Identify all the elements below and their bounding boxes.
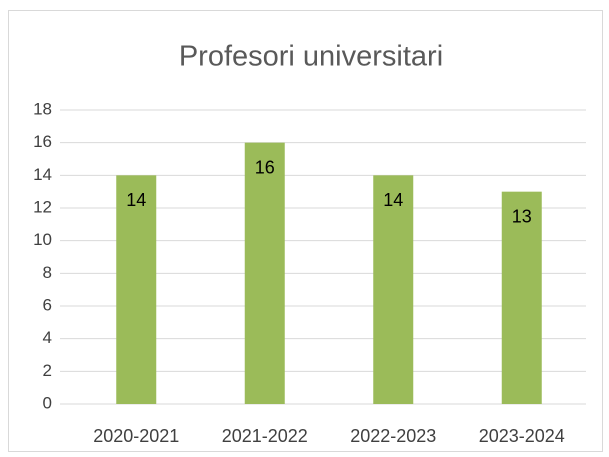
data-label: 14	[383, 190, 403, 210]
y-tick-label: 2	[43, 361, 52, 380]
y-tick-label: 6	[43, 295, 52, 314]
y-tick-label: 10	[33, 230, 52, 249]
bar	[373, 175, 414, 404]
x-tick-label: 2021-2022	[222, 426, 308, 446]
bar	[244, 142, 285, 404]
data-label: 16	[255, 157, 275, 177]
bar	[501, 191, 542, 404]
y-tick-label: 8	[43, 263, 52, 282]
data-label: 14	[126, 190, 146, 210]
x-tick-label: 2023-2024	[479, 426, 565, 446]
chart-title: Profesori universitari	[179, 41, 443, 73]
y-tick-label: 4	[43, 328, 52, 347]
y-tick-label: 0	[43, 393, 52, 412]
y-tick-label: 16	[33, 132, 52, 151]
data-label: 13	[512, 206, 532, 226]
y-tick-label: 14	[33, 165, 52, 184]
bar	[116, 175, 157, 404]
x-tick-label: 2020-2021	[93, 426, 179, 446]
y-tick-label: 12	[33, 197, 52, 216]
y-tick-label: 18	[33, 99, 52, 118]
x-tick-label: 2022-2023	[350, 426, 436, 446]
